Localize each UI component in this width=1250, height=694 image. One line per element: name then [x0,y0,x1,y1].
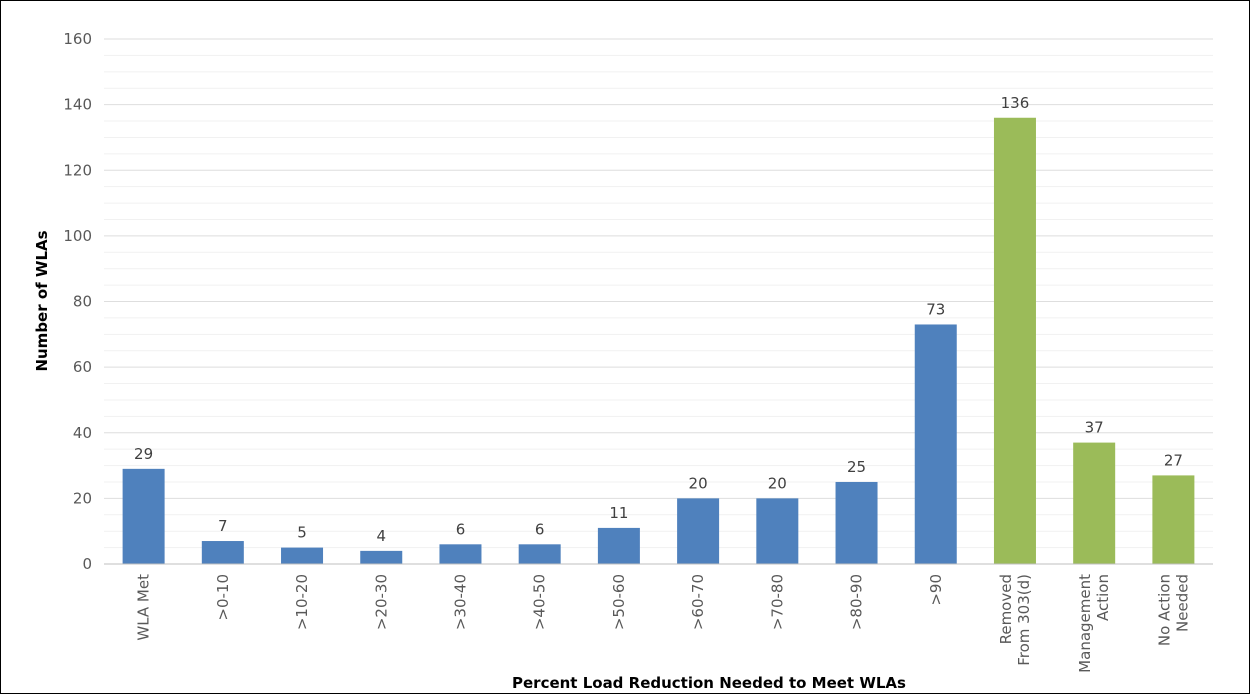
x-axis-ticks: WLA Met >0-10 >10-20 >20-30 >30-40 >40-50 >50-… [135,574,1192,673]
x-tick-label-3-line-0: >20-30 [372,574,390,630]
y-axis-ticks: 0 20 40 60 80 100 120 140 160 [63,30,92,573]
x-tick-label-8-line-0: >70-80 [768,574,786,630]
bar-7 [677,498,720,564]
bar-10 [914,324,957,564]
x-tick-label-6: >50-60 [610,574,628,630]
data-label-12: 37 [1085,419,1104,437]
y-tick-label-2: 40 [73,424,92,442]
data-label-7: 20 [689,474,708,492]
x-tick-label-2: >10-20 [293,574,311,630]
data-label-4: 6 [456,520,466,538]
x-tick-label-11: Removed From 303(d) [997,574,1033,666]
bar-9 [835,481,878,564]
x-tick-label-11-line-1: From 303(d) [1015,574,1033,666]
x-tick-label-1-line-0: >0-10 [214,574,232,621]
bar-5 [518,544,561,564]
x-tick-label-13-line-0: No Action [1155,574,1173,646]
data-label-9: 25 [847,458,866,476]
x-tick-label-12-line-1: Action [1094,574,1112,621]
x-tick-label-9-line-0: >80-90 [848,574,866,630]
x-tick-label-2-line-0: >10-20 [293,574,311,630]
y-tick-label-0: 0 [82,555,92,573]
data-label-8: 20 [768,474,787,492]
x-tick-label-7-line-0: >60-70 [689,574,707,630]
x-tick-label-8: >70-80 [768,574,786,630]
bar-3 [360,550,403,564]
x-tick-label-1: >0-10 [214,574,232,621]
data-label-3: 4 [376,527,386,545]
x-tick-label-0-line-0: WLA Met [135,574,153,641]
x-tick-label-6-line-0: >50-60 [610,574,628,630]
data-label-11: 136 [1001,94,1030,112]
bar-11 [993,117,1036,564]
data-label-10: 73 [926,300,945,318]
y-tick-label-6: 120 [63,161,92,179]
bar-1 [201,541,244,564]
data-label-2: 5 [297,524,307,542]
y-tick-label-1: 20 [73,489,92,507]
data-label-1: 7 [218,517,228,535]
x-tick-label-4: >30-40 [451,574,469,630]
bar-2 [281,547,324,564]
x-tick-label-3: >20-30 [372,574,390,630]
y-tick-label-7: 140 [63,96,92,114]
bar-6 [597,527,640,564]
x-tick-label-9: >80-90 [848,574,866,630]
x-axis-title: Percent Load Reduction Needed to Meet WL… [512,674,906,692]
y-tick-label-5: 100 [63,227,92,245]
x-tick-label-0: WLA Met [135,574,153,641]
x-tick-label-10-line-0: >90 [927,574,945,606]
x-tick-label-13: No Action Needed [1155,574,1191,646]
gridlines [104,38,1213,549]
data-label-5: 6 [535,520,545,538]
x-tick-label-11-line-0: Removed [997,574,1015,644]
x-tick-label-5-line-0: >40-50 [531,574,549,630]
bar-0 [122,468,165,564]
x-tick-label-12: Management Action [1076,574,1112,673]
y-tick-label-8: 160 [63,30,92,48]
x-tick-label-12-line-0: Management [1076,574,1094,673]
bars [122,117,1195,564]
data-label-13: 27 [1164,451,1183,469]
y-axis-title: Number of WLAs [33,230,51,371]
x-tick-label-4-line-0: >30-40 [451,574,469,630]
bar-8 [756,498,799,564]
y-tick-label-3: 60 [73,358,92,376]
data-labels: 29 7 5 4 6 6 11 20 20 25 73 136 37 27 [134,94,1183,545]
x-tick-label-5: >40-50 [531,574,549,630]
bar-12 [1073,442,1116,564]
data-label-6: 11 [609,504,628,522]
x-tick-label-10: >90 [927,574,945,606]
data-label-0: 29 [134,445,153,463]
bar-13 [1152,475,1195,564]
bar-4 [439,544,482,564]
x-tick-label-13-line-1: Needed [1173,574,1191,632]
x-tick-label-7: >60-70 [689,574,707,630]
y-tick-label-4: 80 [73,293,92,311]
